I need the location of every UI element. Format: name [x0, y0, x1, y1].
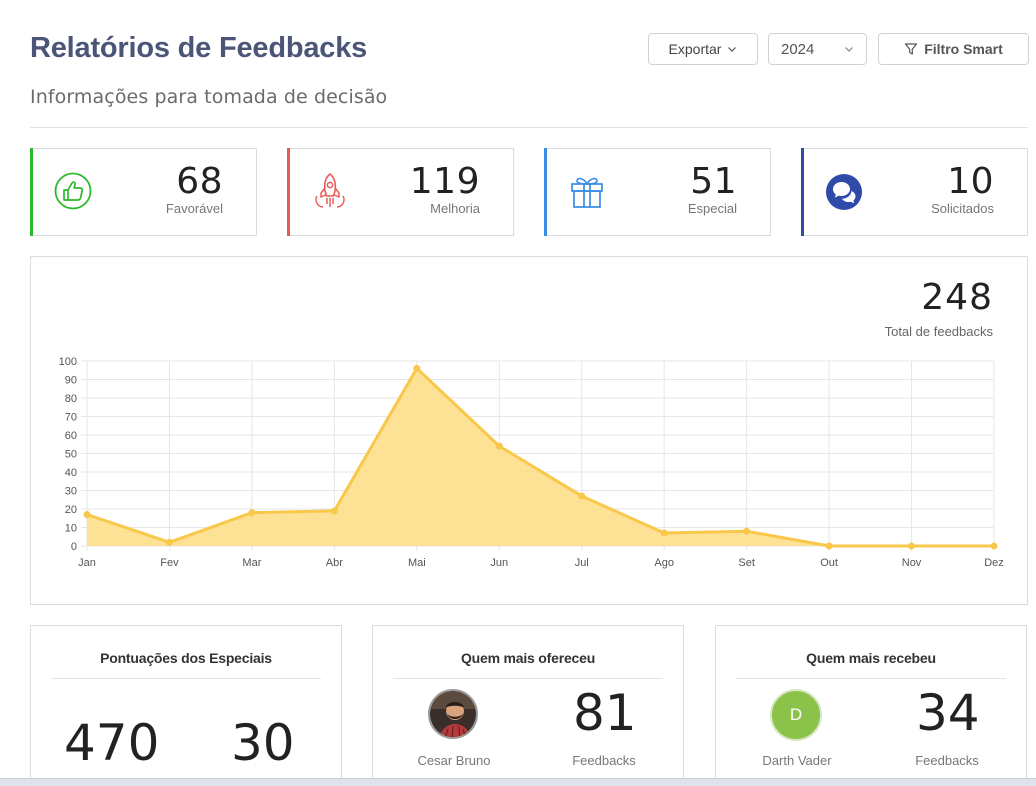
- top-giver-title: Quem mais ofereceu: [460, 650, 596, 666]
- data-point: [248, 509, 256, 517]
- solicitados-label: Solicitados: [931, 201, 994, 216]
- x-tick-label: Abr: [326, 557, 343, 569]
- x-tick-label: Out: [820, 557, 838, 569]
- gift-icon: [571, 177, 603, 208]
- favoravel-label: Favorável: [165, 201, 223, 216]
- feedback-chart-card: 248 Total de feedbacks 0 10 20 30 40 50 60 70 80…: [30, 256, 1028, 605]
- especiais-score-card: Pontuações dos Especiais 470 30: [30, 625, 342, 786]
- data-point: [83, 511, 91, 519]
- y-tick-label: 30: [65, 486, 77, 498]
- y-tick-label: 50: [65, 449, 77, 461]
- y-tick-label: 10: [65, 523, 77, 535]
- melhoria-count: 119: [409, 161, 480, 202]
- card-accent: [801, 148, 804, 236]
- avatar-photo: [430, 691, 476, 737]
- favoravel-count: 68: [176, 161, 223, 202]
- x-tick-label: Mai: [408, 557, 426, 569]
- rocket-icon: [315, 173, 345, 208]
- x-tick-label: Jun: [490, 557, 508, 569]
- top-receiver-count-label: Feedbacks: [915, 753, 979, 768]
- year-select[interactable]: 2024: [768, 33, 867, 65]
- total-feedbacks-value: 248: [921, 277, 993, 318]
- page-subtitle: Informações para tomada de decisão: [30, 86, 388, 108]
- card-accent: [30, 148, 33, 236]
- stat-card-melhoria[interactable]: 119 Melhoria: [287, 148, 514, 236]
- y-tick-label: 60: [65, 430, 77, 442]
- especiais-title: Pontuações dos Especiais: [100, 650, 272, 666]
- x-tick-label: Ago: [654, 557, 674, 569]
- monthly-feedback-area-chart: 0 10 20 30 40 50 60 70 80 90 100 Jan Fev Mar Abr Mai Jun…: [59, 356, 1004, 569]
- data-point: [660, 529, 668, 537]
- y-tick-label: 70: [65, 412, 77, 424]
- avatar[interactable]: [428, 689, 478, 739]
- data-point: [578, 492, 586, 500]
- data-point: [825, 542, 833, 550]
- total-feedbacks-label: Total de feedbacks: [884, 324, 993, 339]
- top-receiver-name: Darth Vader: [762, 753, 832, 768]
- data-point: [908, 542, 916, 550]
- header-divider: [30, 127, 1028, 128]
- series-area: [87, 368, 994, 546]
- avatar[interactable]: D: [770, 689, 822, 741]
- x-tick-label: Mar: [242, 557, 261, 569]
- especial-count: 51: [690, 161, 737, 202]
- top-giver-card: Quem mais ofereceu Cesar Bruno 81 Feedba…: [372, 625, 684, 786]
- x-tick-label: Jan: [78, 557, 96, 569]
- top-receiver-count: 34: [916, 684, 980, 742]
- data-point: [165, 538, 173, 546]
- card-divider: [393, 678, 663, 679]
- stat-card-favoravel[interactable]: 68 Favorável: [30, 148, 257, 236]
- melhoria-label: Melhoria: [430, 201, 480, 216]
- x-tick-label: Nov: [902, 557, 922, 569]
- page-title: Relatórios de Feedbacks: [30, 32, 368, 64]
- card-accent: [544, 148, 547, 236]
- top-receiver-card: Quem mais recebeu D Darth Vader 34 Feedb…: [715, 625, 1027, 786]
- card-divider: [736, 678, 1006, 679]
- x-tick-label: Set: [738, 557, 755, 569]
- y-tick-label: 100: [59, 356, 77, 368]
- year-value: 2024: [781, 40, 815, 58]
- top-giver-name: Cesar Bruno: [417, 753, 491, 768]
- y-tick-label: 90: [65, 375, 77, 387]
- data-point: [743, 527, 751, 535]
- smart-filter-button[interactable]: Filtro Smart: [878, 33, 1029, 65]
- filter-icon: [905, 43, 918, 55]
- data-point: [413, 364, 421, 372]
- especiais-value-b: 30: [231, 714, 295, 772]
- data-point: [495, 442, 503, 450]
- card-accent: [287, 148, 290, 236]
- stat-card-solicitados[interactable]: 10 Solicitados: [801, 148, 1028, 236]
- y-tick-label: 40: [65, 467, 77, 479]
- export-button[interactable]: Exportar: [648, 33, 758, 65]
- card-divider: [51, 678, 321, 679]
- especiais-value-a: 470: [64, 714, 160, 772]
- top-giver-count-label: Feedbacks: [572, 753, 636, 768]
- data-point: [330, 507, 338, 515]
- series-line: [86, 366, 994, 548]
- smart-filter-label: Filtro Smart: [924, 41, 1003, 57]
- especial-label: Especial: [687, 201, 737, 216]
- stat-card-especial[interactable]: 51 Especial: [544, 148, 771, 236]
- data-point: [990, 542, 998, 550]
- chat-bubbles-icon: [826, 174, 862, 210]
- chevron-down-icon: [728, 47, 737, 52]
- window-bottom-bar: [0, 778, 1036, 786]
- y-tick-label: 80: [65, 393, 77, 405]
- x-tick-label: Dez: [984, 557, 1004, 569]
- x-tick-label: Fev: [160, 557, 179, 569]
- thumbs-up-icon: [54, 172, 92, 210]
- x-tick-label: Jul: [575, 557, 589, 569]
- y-tick-label: 0: [71, 541, 77, 553]
- top-giver-count: 81: [573, 684, 637, 742]
- y-tick-label: 20: [65, 504, 77, 516]
- top-receiver-title: Quem mais recebeu: [806, 650, 936, 666]
- solicitados-count: 10: [947, 161, 994, 202]
- export-label: Exportar: [668, 41, 722, 57]
- chevron-down-icon: [845, 47, 853, 52]
